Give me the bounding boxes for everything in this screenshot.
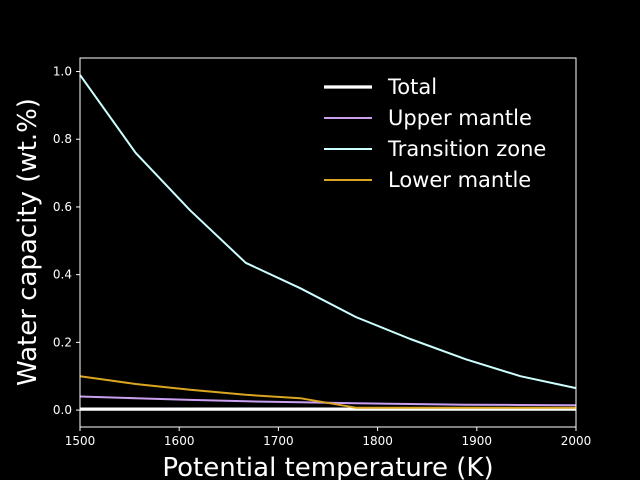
y-tick-label: 0.0 <box>53 403 72 417</box>
x-axis: 1500 1600 1700 1800 1900 2000 <box>65 427 592 448</box>
plot-frame <box>79 57 577 428</box>
x-tick-label: 1600 <box>164 434 195 448</box>
x-tick-label: 1800 <box>362 434 393 448</box>
series-line-lower-mantle <box>79 375 576 409</box>
y-tick-label: 1.0 <box>53 65 72 79</box>
x-tick-label: 1700 <box>263 434 294 448</box>
y-axis: 0.0 0.2 0.4 0.6 0.8 1.0 <box>53 65 80 417</box>
legend: Total Upper mantle Transition zone Lower ma… <box>324 75 546 192</box>
x-tick-label: 1900 <box>462 434 493 448</box>
y-tick-label: 0.8 <box>53 132 72 146</box>
legend-label-lower-mantle: Lower mantle <box>388 168 531 192</box>
x-tick-label: 2000 <box>561 434 592 448</box>
legend-label-total: Total <box>387 75 437 99</box>
y-tick-label: 0.6 <box>53 200 72 214</box>
legend-label-upper-mantle: Upper mantle <box>388 106 532 130</box>
y-tick-label: 0.4 <box>53 268 72 282</box>
y-axis-title: Water capacity (wt.%) <box>13 98 43 386</box>
y-tick-label: 0.2 <box>53 335 72 349</box>
series-layer <box>79 74 577 411</box>
x-tick-label: 1500 <box>65 434 96 448</box>
legend-label-transition-zone: Transition zone <box>387 137 546 161</box>
series-line-transition-zone <box>79 74 577 390</box>
x-axis-title: Potential temperature (K) <box>162 453 493 480</box>
